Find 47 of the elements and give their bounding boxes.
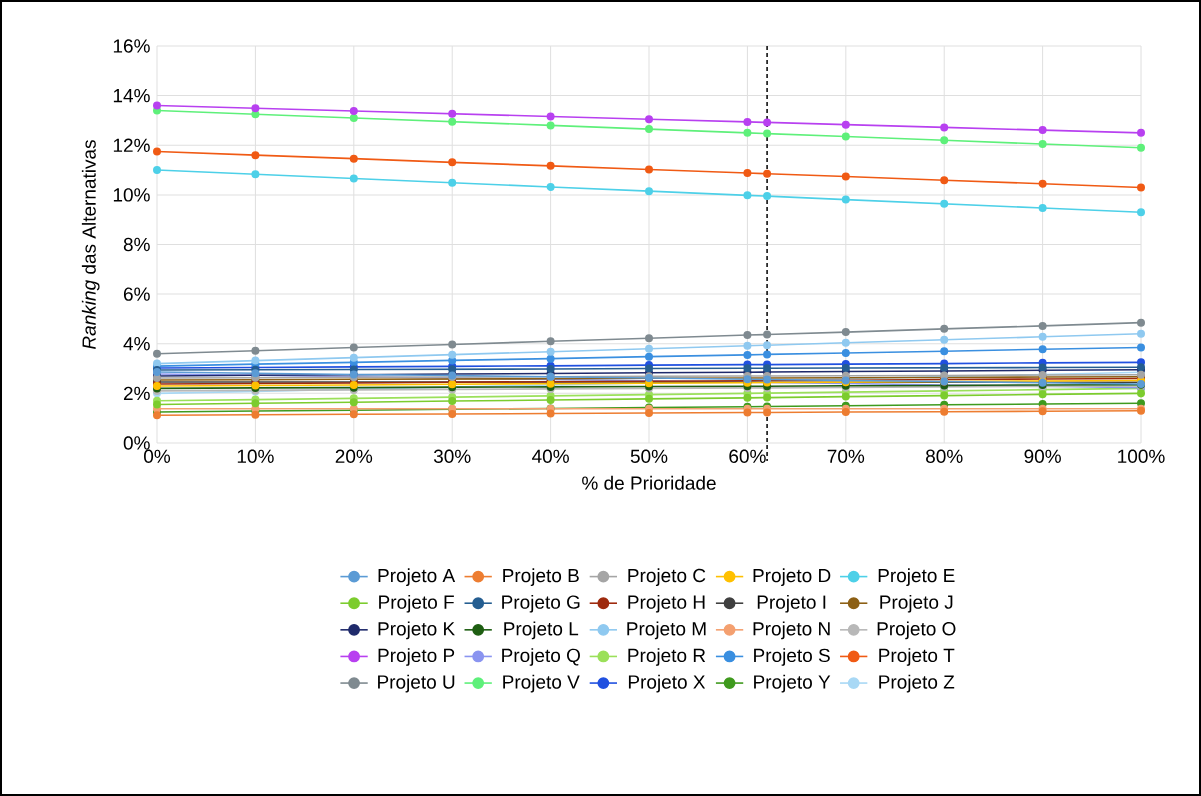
legend-label: Projeto G bbox=[502, 594, 580, 613]
y-axis-title: Ranking das Alternativas bbox=[81, 140, 100, 349]
legend-label: Projeto P bbox=[378, 648, 455, 666]
x-tick-label: 70% bbox=[827, 449, 865, 463]
y-tick-label: 0% bbox=[123, 436, 150, 450]
y-tick-label: 10% bbox=[113, 188, 150, 202]
y-tick-label: 8% bbox=[123, 237, 150, 252]
legend-label: Projeto I bbox=[757, 594, 826, 613]
legend-label: Projeto S bbox=[754, 648, 830, 666]
y-tick-label: 14% bbox=[113, 88, 150, 103]
x-axis-title: % de Prioridade bbox=[582, 475, 716, 490]
x-tick-label: 20% bbox=[335, 449, 373, 463]
x-tick-label: 60% bbox=[729, 449, 766, 463]
x-tick-label: 30% bbox=[433, 449, 471, 463]
legend-label: Projeto N bbox=[753, 621, 830, 640]
legend-label: Projeto M bbox=[627, 621, 706, 640]
x-tick-label: 10% bbox=[237, 449, 274, 463]
y-tick-label: 2% bbox=[123, 386, 150, 401]
legend-label: Projeto F bbox=[379, 594, 454, 613]
legend-label: Projeto V bbox=[503, 674, 580, 693]
x-tick-label: 0% bbox=[144, 449, 171, 463]
legend-label: Projeto U bbox=[378, 674, 455, 693]
x-tick-label: 90% bbox=[1024, 449, 1061, 463]
legend-label: Projeto T bbox=[879, 648, 955, 666]
x-tick-label: 50% bbox=[630, 449, 668, 463]
legend-label: Projeto X bbox=[628, 674, 706, 693]
legend-label: Projeto R bbox=[628, 648, 706, 666]
legend-label: Projeto H bbox=[628, 594, 705, 613]
y-tick-label: 4% bbox=[123, 337, 150, 351]
legend-label: Projeto J bbox=[880, 594, 953, 613]
y-tick-label: 16% bbox=[113, 39, 150, 53]
legend-label: Projeto A bbox=[378, 568, 456, 586]
x-tick-label: 40% bbox=[532, 449, 569, 463]
legend-label: Projeto K bbox=[378, 621, 455, 640]
y-tick-label: 12% bbox=[113, 138, 150, 152]
legend-label: Projeto D bbox=[753, 568, 831, 586]
x-tick-label: 100% bbox=[1118, 449, 1165, 463]
legend-label: Projeto Z bbox=[879, 674, 955, 693]
legend-label: Projeto B bbox=[503, 568, 579, 586]
legend-label: Projeto O bbox=[877, 621, 956, 640]
legend-label: Projeto L bbox=[504, 621, 579, 640]
legend-label: Projeto Y bbox=[754, 674, 831, 693]
legend-label: Projeto E bbox=[878, 568, 955, 586]
legend-label: Projeto Q bbox=[502, 648, 580, 666]
y-tick-label: 6% bbox=[123, 287, 150, 301]
legend-label: Projeto C bbox=[628, 568, 706, 586]
x-tick-label: 80% bbox=[926, 449, 963, 463]
